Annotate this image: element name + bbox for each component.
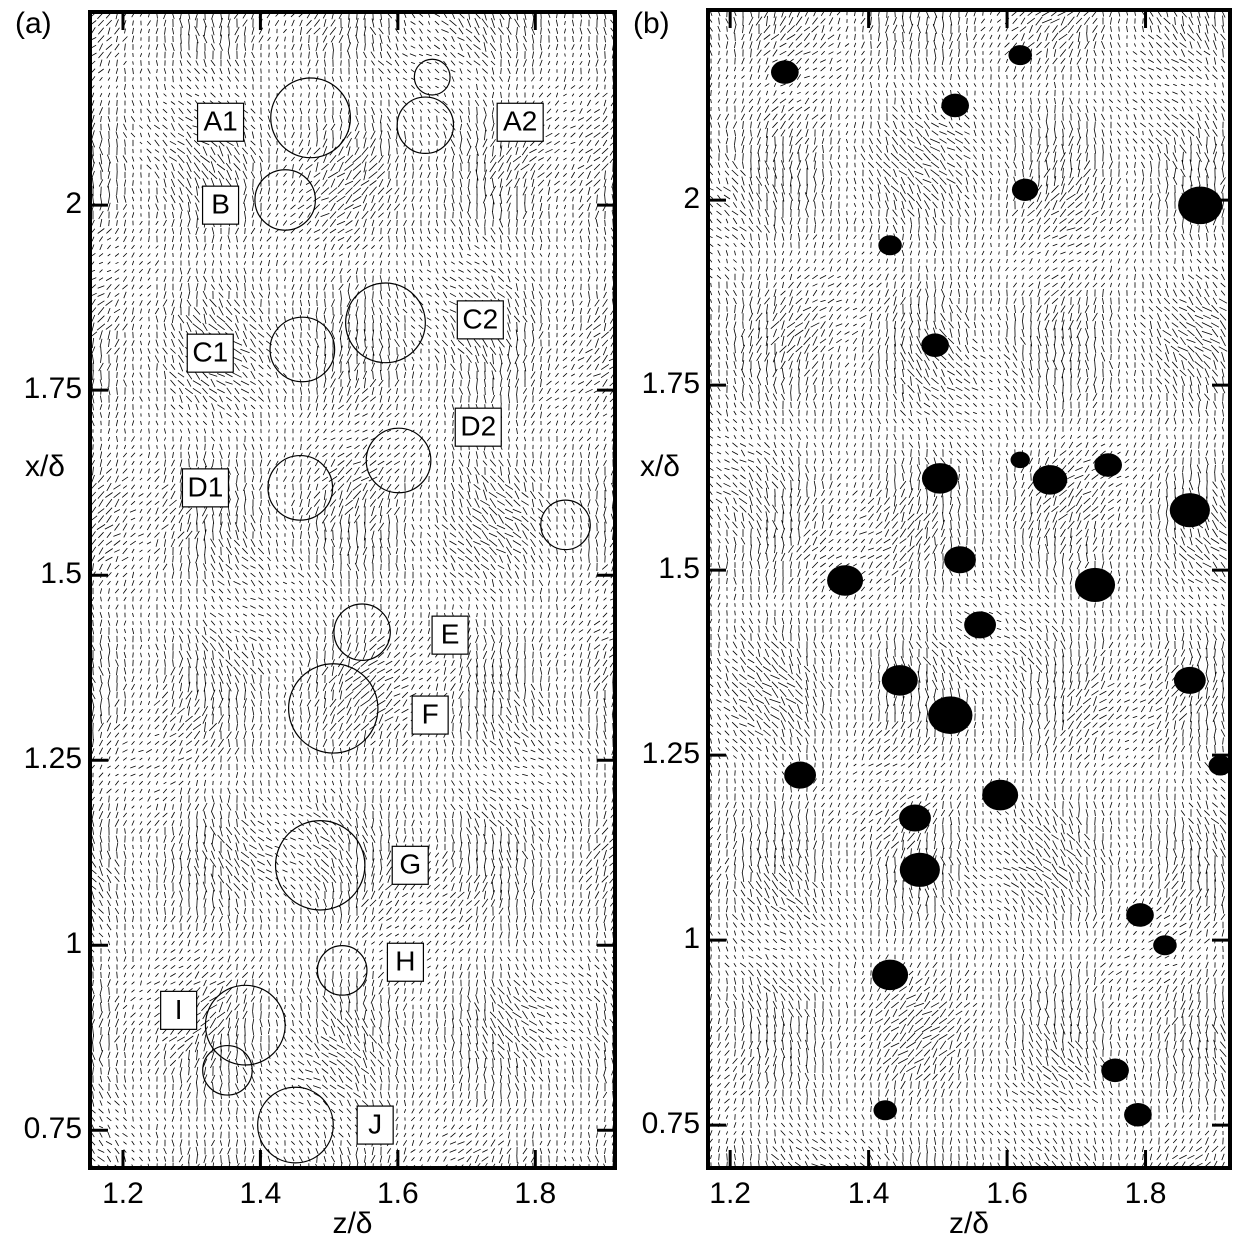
annotation: D1 [188, 471, 224, 502]
blob [941, 94, 969, 118]
plot-area [709, 7, 1233, 1169]
annotation: E [441, 619, 460, 650]
blob [964, 611, 996, 638]
blob [922, 463, 958, 494]
vortex-circle [334, 604, 390, 660]
blob [1174, 667, 1206, 694]
vortex-circle [317, 946, 366, 995]
y-tick-label: 0.75 [24, 1112, 82, 1145]
y-tick-label: 1.5 [40, 557, 82, 590]
blob [1012, 179, 1038, 201]
blob [1126, 903, 1154, 927]
x-tick-label: 1.4 [240, 1177, 282, 1210]
x-axis-label: z/δ [332, 1207, 372, 1240]
vortex-circle [541, 500, 590, 549]
annotation: J [368, 1108, 382, 1139]
blob [1170, 493, 1210, 527]
annotation: G [399, 849, 421, 880]
x-tick-label: 1.2 [709, 1177, 751, 1210]
vortex-circle [268, 456, 333, 521]
y-tick-label: 1.5 [658, 552, 700, 585]
annotation: D2 [460, 411, 496, 442]
panel-label: (b) [633, 7, 670, 40]
blob [873, 1100, 897, 1120]
y-tick-label: 0.75 [642, 1107, 700, 1140]
vortex-circle [255, 170, 315, 230]
y-tick-label: 2 [683, 182, 700, 215]
annotation: A1 [203, 106, 237, 137]
y-axis-label: x/δ [640, 450, 680, 483]
blob [1124, 1103, 1152, 1127]
x-tick-label: 1.8 [514, 1177, 556, 1210]
y-tick-label: 1.75 [24, 372, 82, 405]
annotation: F [422, 698, 439, 729]
figure: 1.2 1.4 1.6 1.8 0.75 1 1.25 1.5 1.75 2 A1 A2 B C1 C2 D1… [0, 0, 1233, 1245]
vortex-circle [271, 78, 351, 158]
blob [1075, 568, 1115, 602]
annotation: C1 [192, 337, 228, 368]
annotation: B [211, 189, 230, 220]
annotation: C2 [462, 303, 498, 334]
y-tick-label: 1 [65, 927, 82, 960]
blob [878, 235, 902, 255]
blob [921, 333, 949, 357]
annotation: I [175, 994, 183, 1025]
x-tick-label: 1.8 [1125, 1177, 1167, 1210]
y-tick-label: 2 [65, 187, 82, 220]
vortex-circle [289, 664, 378, 753]
y-tick-label: 1.25 [24, 742, 82, 775]
blob [882, 665, 918, 696]
y-tick-label: 1.25 [642, 737, 700, 770]
x-tick-label: 1.4 [848, 1177, 890, 1210]
panel-label: (a) [15, 7, 52, 40]
frame [708, 10, 1230, 1168]
x-axis-label: z/δ [949, 1207, 989, 1240]
annotation: H [395, 946, 415, 977]
blob [1153, 935, 1177, 955]
y-axis-label: x/δ [25, 450, 65, 483]
blob [784, 762, 816, 789]
blob [1033, 465, 1068, 494]
blob [1011, 452, 1030, 468]
blob [900, 853, 940, 887]
vortex-circle [258, 1087, 334, 1163]
blob [928, 696, 972, 734]
vector-field [709, 7, 1228, 1169]
x-tick-label: 1.2 [102, 1177, 144, 1210]
blob [872, 960, 908, 991]
y-tick-label: 1 [683, 922, 700, 955]
blob [944, 546, 976, 573]
x-tick-label: 1.6 [986, 1177, 1028, 1210]
vortex-circle [276, 821, 365, 910]
blob [1094, 453, 1122, 477]
blob [982, 780, 1018, 811]
annotation: A2 [503, 106, 537, 137]
y-tick-label: 1.75 [642, 367, 700, 400]
x-tick-label: 1.6 [377, 1177, 419, 1210]
blob [1101, 1059, 1129, 1083]
vortex-circle [397, 97, 453, 153]
blob [1178, 187, 1222, 225]
blob [771, 60, 799, 84]
blob [1008, 45, 1032, 65]
blob [827, 565, 863, 596]
blob [899, 804, 931, 831]
